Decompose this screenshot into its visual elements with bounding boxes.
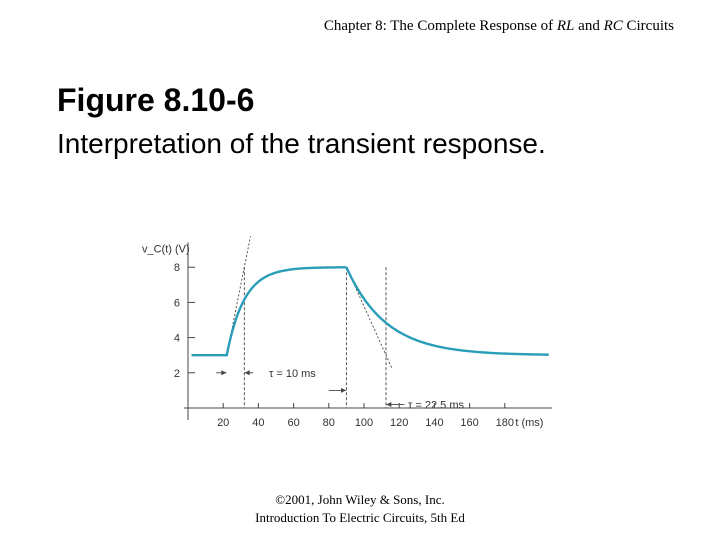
chapter-rc: RC: [603, 18, 623, 34]
tau2-arrow-head: [386, 401, 392, 407]
chart-axes-group: 2 4 6 8 20 40 60 80 100 120 140 160 180 v_C(t) (V) t (…: [142, 236, 552, 429]
chapter-suffix: Circuits: [622, 18, 675, 34]
x-tick-label: 140: [425, 417, 443, 429]
tau1-arrow-left-head: [221, 370, 227, 376]
x-tick-label: 120: [390, 417, 408, 429]
footer-book-title: Introduction To Electric Circuits, 5th E…: [255, 510, 465, 525]
x-tick-label: 160: [460, 417, 478, 429]
chapter-header: Chapter 8: The Complete Response of RL a…: [0, 18, 674, 35]
x-tick-label: 180: [496, 417, 514, 429]
tau1-label: τ = 10 ms: [269, 368, 316, 380]
tau1-arrow-head: [244, 370, 250, 376]
x-tick-label: 20: [217, 417, 229, 429]
x-axis-label: t (ms): [515, 417, 543, 429]
chapter-rl: RL: [556, 18, 575, 34]
y-axis-label: v_C(t) (V): [142, 244, 190, 256]
x-tick-label: 40: [252, 417, 264, 429]
y-tick-label: 8: [174, 262, 180, 274]
x-tick-label: 80: [323, 417, 335, 429]
figure-subtitle: Interpretation of the transient response…: [57, 128, 546, 159]
tau2-arrow-right-head: [341, 387, 347, 393]
chapter-prefix: Chapter 8: The Complete Response of: [323, 18, 557, 34]
tau2-label: τ = 22.5 ms: [408, 399, 465, 411]
y-tick-label: 6: [174, 297, 180, 309]
y-tick-label: 2: [174, 368, 180, 380]
x-tick-label: 60: [287, 417, 299, 429]
figure-title: Figure 8.10-6: [57, 82, 255, 118]
footer: ©2001, John Wiley & Sons, Inc. Introduct…: [0, 491, 720, 527]
y-tick-label: 4: [174, 333, 180, 345]
footer-copyright: ©2001, John Wiley & Sons, Inc.: [275, 492, 445, 507]
tangent-line: [345, 267, 393, 369]
response-curve: [191, 266, 549, 357]
chapter-and: and: [574, 18, 604, 34]
x-tick-label: 100: [355, 417, 373, 429]
